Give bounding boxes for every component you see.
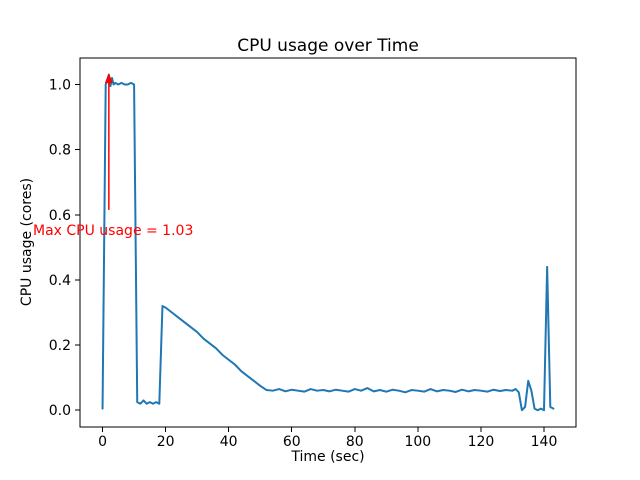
max-cpu-annotation: Max CPU usage = 1.03 xyxy=(33,223,194,239)
y-axis-label: CPU usage (cores) xyxy=(19,177,35,307)
y-tick-label: 0.6 xyxy=(49,208,71,224)
x-tick-label: 100 xyxy=(404,434,431,450)
x-tick-label: 80 xyxy=(346,434,364,450)
y-tick-label: 0.4 xyxy=(49,273,71,289)
x-axis-label: Time (sec) xyxy=(291,449,365,465)
annotation-arrow-head xyxy=(104,73,113,84)
x-tick-label: 120 xyxy=(468,434,495,450)
y-tick-label: 0.2 xyxy=(49,338,71,354)
x-tick-label: 20 xyxy=(157,434,175,450)
cpu-usage-line xyxy=(101,73,555,412)
x-tick-label: 140 xyxy=(531,434,558,450)
y-tick-label: 0.8 xyxy=(49,143,71,159)
axes-frame xyxy=(79,57,577,428)
chart-title: CPU usage over Time xyxy=(237,36,419,56)
y-tick-label: 1.0 xyxy=(49,78,71,94)
y-tick-label: 0.0 xyxy=(49,403,71,419)
x-tick-label: 40 xyxy=(220,434,238,450)
x-tick-label: 0 xyxy=(98,434,107,450)
x-tick-label: 60 xyxy=(283,434,301,450)
